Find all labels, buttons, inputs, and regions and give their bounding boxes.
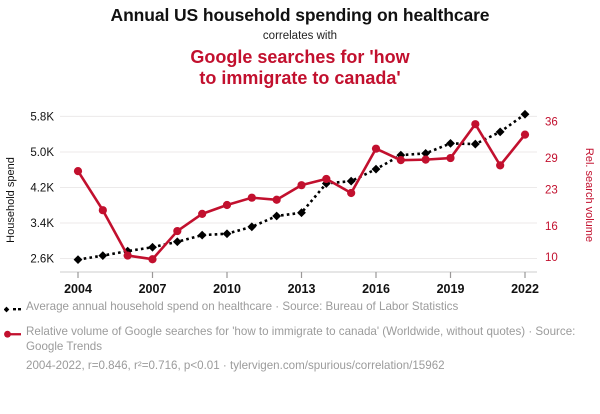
- data-point: [222, 200, 232, 210]
- y-axis-right-title: Rel. search volume: [583, 148, 595, 242]
- data-point: [346, 176, 356, 186]
- data-point: [198, 209, 207, 218]
- data-point: [446, 153, 455, 163]
- y-axis-left-tick-label: 5.0K: [30, 147, 54, 159]
- y-axis-right-ticks: 10 16 23 29 36: [545, 117, 558, 265]
- diamond-dashed-marker-icon: [3, 300, 26, 320]
- data-point: [148, 242, 157, 252]
- data-point: [172, 237, 182, 247]
- x-axis: 2004 2007 2010 2013 2016 2019 2022: [60, 271, 539, 296]
- data-point: [247, 193, 256, 202]
- circle-solid-marker-icon: [4, 325, 26, 345]
- data-point: [272, 211, 282, 221]
- title-block: Annual US household spending on healthca…: [0, 0, 600, 89]
- legend-item-household-spend: Average annual household spend on health…: [0, 300, 600, 320]
- x-axis-tick-label: 2019: [437, 282, 465, 296]
- x-axis-tick-label: 2004: [64, 282, 92, 296]
- data-point: [520, 130, 530, 139]
- x-axis-tick-label: 2010: [213, 282, 241, 296]
- x-axis-tick-label: 2022: [511, 282, 539, 296]
- legend-label-household-spend: Average annual household spend on health…: [26, 300, 459, 313]
- data-point: [496, 161, 505, 170]
- data-point: [297, 208, 306, 218]
- series-layer: [73, 109, 530, 265]
- y-axis-right-tick-label: 10: [545, 252, 558, 264]
- data-point: [470, 139, 480, 149]
- data-point: [495, 127, 505, 137]
- y-axis-right-tick-label: 29: [545, 153, 558, 165]
- legend-item-search-volume: Relative volume of Google searches for '…: [0, 325, 600, 354]
- data-point: [73, 255, 83, 265]
- data-point: [222, 229, 232, 239]
- y-axis-right-tick-label: 23: [545, 184, 558, 196]
- y-axis-left-tick-label: 5.8K: [30, 111, 54, 123]
- data-point: [322, 174, 331, 184]
- legend-label-search-volume: Relative volume of Google searches for '…: [26, 325, 576, 353]
- data-point: [73, 167, 83, 176]
- page-subtitle-line-2: to immigrate to canada': [199, 68, 401, 88]
- data-point: [272, 195, 281, 204]
- data-point: [173, 226, 182, 236]
- data-point: [98, 206, 107, 215]
- data-point: [148, 255, 157, 264]
- page-subtitle: Google searches for 'how to immigrate to…: [0, 47, 600, 89]
- data-point: [123, 251, 132, 260]
- x-axis-tick-label: 2013: [288, 282, 316, 296]
- chart-area: 2.6K 3.4K 4.2K 5.0K 5.8K 10 16 23 29 36 2004 2007…: [0, 100, 600, 300]
- data-point: [347, 188, 356, 198]
- data-point: [247, 222, 257, 232]
- correlation-line-chart: 2.6K 3.4K 4.2K 5.0K 5.8K 10 16 23 29 36 2004 2007…: [5, 109, 595, 296]
- data-point: [197, 230, 207, 240]
- data-point: [98, 251, 108, 261]
- correlates-with-label: correlates with: [262, 30, 338, 42]
- page-subtitle-line-1: Google searches for 'how: [190, 47, 410, 67]
- y-axis-left-tick-label: 4.2K: [30, 182, 54, 194]
- data-point: [421, 148, 431, 158]
- data-point: [371, 164, 381, 174]
- data-point: [446, 138, 455, 148]
- y-axis-left-ticks: 2.6K 3.4K 4.2K 5.0K 5.8K: [30, 111, 54, 265]
- x-axis-tick-label: 2007: [139, 282, 167, 296]
- y-axis-left-title: Household spend: [5, 157, 17, 243]
- correlation-note: 2004-2022, r=0.846, r²=0.716, p<0.01 · t…: [26, 359, 445, 372]
- y-axis-left-tick-label: 2.6K: [30, 253, 54, 265]
- data-point: [520, 109, 530, 119]
- chart-footer: Average annual household spend on health…: [0, 300, 600, 374]
- data-point: [421, 155, 430, 164]
- data-point: [471, 120, 480, 129]
- page-title: Annual US household spending on healthca…: [110, 5, 490, 25]
- y-axis-right-tick-label: 36: [545, 117, 558, 129]
- data-point: [297, 181, 306, 190]
- data-point: [371, 144, 381, 153]
- y-axis-left-tick-label: 3.4K: [30, 218, 54, 230]
- y-axis-right-tick-label: 16: [545, 221, 558, 233]
- x-axis-tick-label: 2016: [362, 282, 390, 296]
- data-point: [396, 156, 405, 165]
